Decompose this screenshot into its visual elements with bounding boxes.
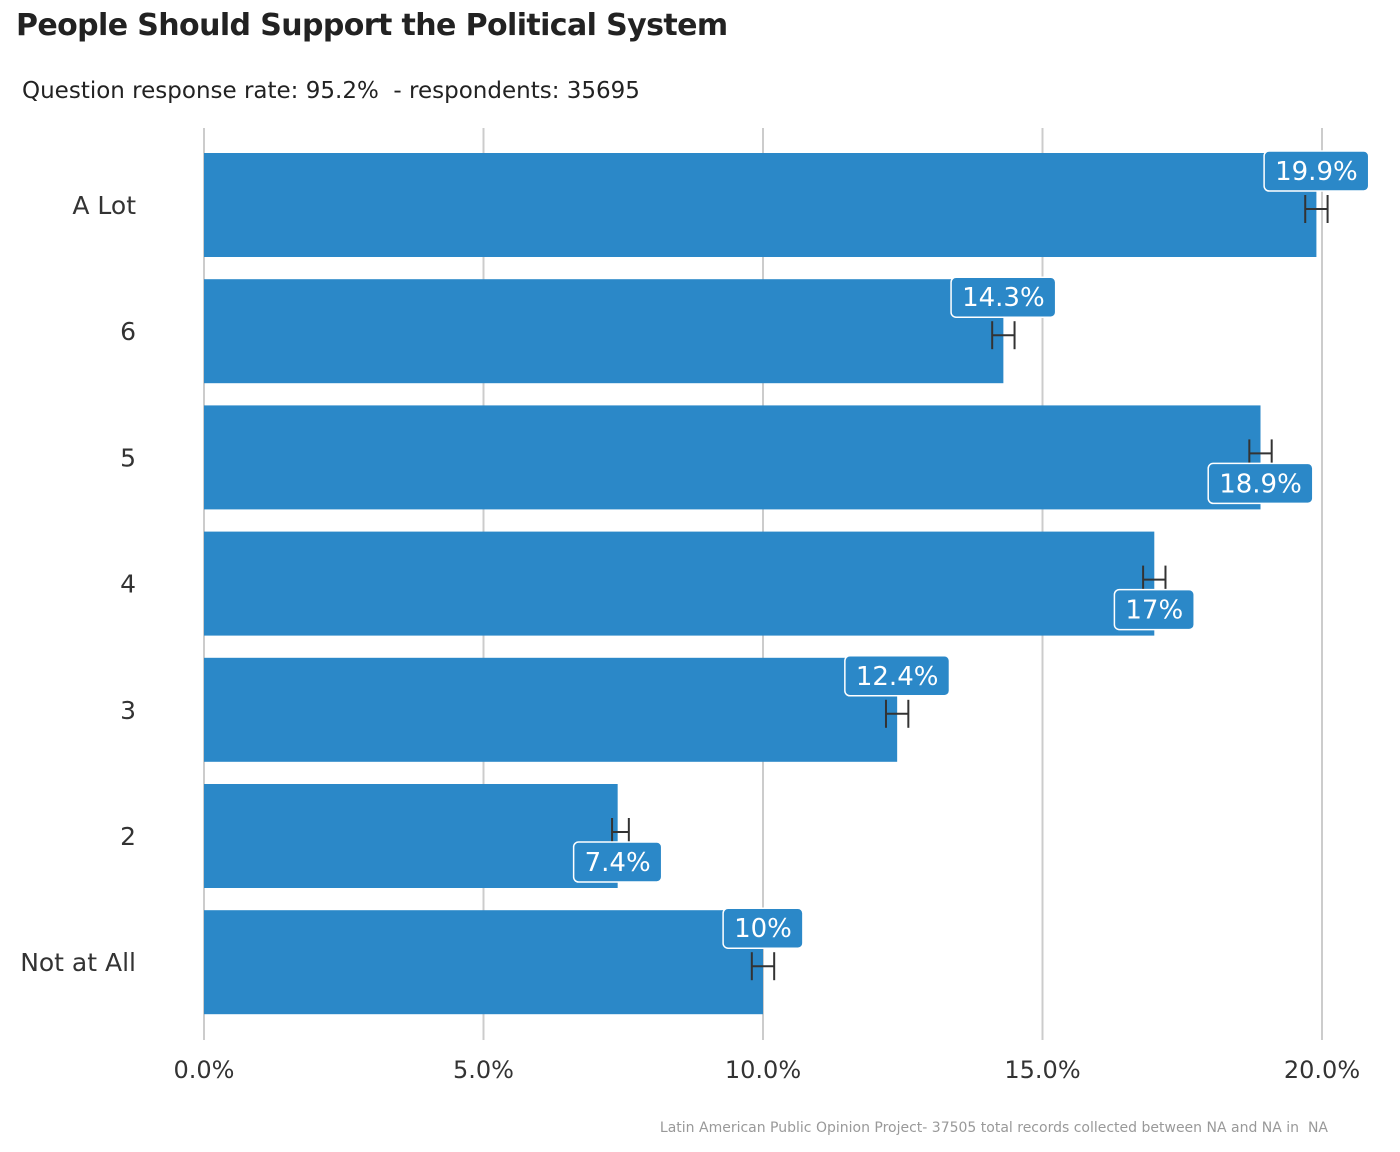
chart-title: People Should Support the Political Syst…	[16, 8, 728, 43]
x-tick-label: 10.0%	[725, 1056, 801, 1084]
data-label-box	[572, 841, 663, 883]
data-label-text: 18.9%	[1219, 469, 1302, 499]
data-label-text: 12.4%	[856, 662, 939, 692]
bar	[204, 657, 898, 762]
data-label-text: 7.4%	[585, 848, 651, 878]
category-label: Not at All	[20, 948, 136, 977]
category-label: 6	[120, 317, 136, 346]
bar	[204, 531, 1155, 636]
data-label-text: 14.3%	[962, 283, 1045, 313]
bar	[204, 279, 1004, 384]
error-bar	[884, 699, 910, 728]
data-label-box	[1113, 588, 1195, 631]
error-bar	[750, 952, 776, 981]
data-label-text: 10%	[734, 914, 792, 944]
data-label-box	[950, 276, 1057, 318]
bar	[204, 910, 763, 1015]
data-label: 10%	[722, 907, 804, 949]
x-tick-label: 20.0%	[1284, 1056, 1360, 1084]
x-tick-label: 0.0%	[174, 1056, 235, 1084]
data-label: 14.3%	[950, 276, 1057, 318]
category-label: 4	[120, 570, 136, 599]
data-label-box	[1263, 150, 1370, 192]
category-label: 2	[120, 822, 136, 851]
bars	[204, 153, 1317, 1015]
data-label: 17%	[1113, 588, 1195, 631]
data-label-box	[1207, 462, 1314, 505]
category-label: 3	[120, 696, 136, 725]
x-tick-labels: 0.0% 5.0% 10.0% 15.0% 20.0%	[174, 1056, 1361, 1084]
category-labels: A Lot 6 5 4 3 2 Not at All	[20, 191, 136, 977]
category-label: 5	[120, 443, 136, 472]
error-bar	[991, 321, 1016, 350]
bar	[204, 784, 618, 888]
x-tick-label: 15.0%	[1004, 1056, 1080, 1084]
chart-subtitle: Question response rate: 95.2% - responde…	[22, 78, 640, 104]
data-label: 19.9%	[1263, 150, 1370, 192]
data-label: 18.9%	[1207, 462, 1314, 505]
bar	[204, 405, 1261, 510]
error-bars	[611, 195, 1329, 981]
error-bar	[1304, 195, 1329, 223]
data-label-text: 19.9%	[1275, 157, 1358, 187]
bar	[204, 153, 1317, 257]
data-labels: 19.9% 14.3% 18.9% 17% 12.4% 7.4% 10%	[572, 150, 1370, 949]
data-label: 7.4%	[572, 841, 663, 883]
category-label: A Lot	[72, 191, 136, 220]
x-tick-label: 5.0%	[453, 1056, 514, 1084]
chart-caption: Latin American Public Opinion Project- 3…	[659, 1120, 1328, 1136]
data-label-text: 17%	[1125, 596, 1183, 626]
data-label: 12.4%	[844, 655, 951, 697]
data-label-box	[844, 655, 951, 697]
data-label-box	[722, 907, 804, 949]
